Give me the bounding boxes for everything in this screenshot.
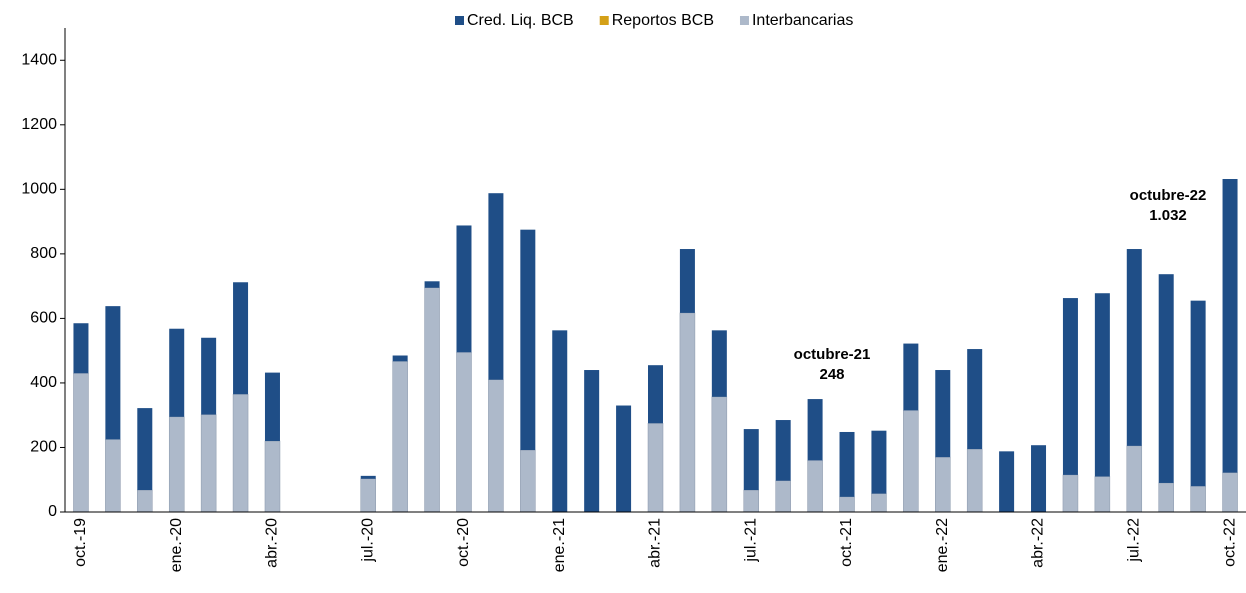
y-tick-label: 1400 [21, 51, 57, 68]
annotation: 248 [819, 366, 844, 383]
bar-segment [1222, 179, 1238, 473]
bar-segment [520, 229, 536, 451]
x-tick-label: ene.-22 [934, 518, 951, 572]
bar-segment [488, 193, 504, 380]
bar-segment [839, 431, 855, 497]
bar-segment [424, 287, 440, 513]
legend-swatch [739, 16, 749, 25]
x-tick-label: jul.-21 [742, 518, 759, 563]
y-tick-label: 1200 [21, 116, 57, 133]
bar-segment [200, 414, 217, 513]
x-tick-label: oct.-19 [72, 518, 89, 567]
bar-segment [775, 480, 791, 513]
y-tick-label: 800 [30, 245, 57, 262]
bar-segment [232, 393, 249, 513]
legend-label: Cred. Liq. BCB [467, 12, 574, 29]
bar-segment [711, 330, 727, 397]
x-tick-label: jul.-20 [359, 518, 376, 563]
y-tick-label: 200 [30, 439, 57, 456]
bar-segment [73, 323, 89, 374]
bar-segment [903, 343, 919, 411]
bar-segment [1190, 300, 1206, 487]
bar-segment [935, 370, 951, 458]
y-tick-label: 400 [30, 374, 57, 391]
bar-segment [648, 365, 663, 424]
bar-segment [1031, 445, 1047, 512]
bar-segment [1094, 476, 1111, 513]
bar-segment [1158, 482, 1174, 513]
bar-segment [456, 225, 472, 353]
bar-segment [264, 372, 280, 442]
bar-segment [807, 460, 823, 513]
bar-segment [1222, 472, 1238, 513]
bar-segment [679, 249, 695, 313]
legend-swatch [599, 16, 609, 25]
bar-segment [105, 306, 121, 440]
bar-segment [1062, 474, 1079, 513]
bar-segment [743, 429, 759, 491]
legend-label: Reportos BCB [612, 12, 714, 29]
bar-segment [1126, 445, 1143, 513]
bar-segment [552, 330, 568, 512]
x-tick-label: abr.-20 [264, 518, 281, 568]
bar-segment [488, 379, 504, 513]
bar-segment [392, 355, 408, 362]
bar-segment [967, 349, 983, 450]
bar-segment [1190, 485, 1206, 513]
bar-segment [264, 440, 281, 513]
x-tick-label: oct.-22 [1221, 518, 1238, 567]
bar-segment [935, 456, 951, 513]
bar-segment [647, 423, 664, 513]
bar-segment [168, 416, 185, 513]
bar-segment [456, 352, 472, 513]
annotation: 1.032 [1149, 207, 1187, 224]
bar-segment [839, 496, 855, 513]
bar-segment [392, 361, 408, 513]
legend-swatch [455, 16, 464, 25]
bar-segment [360, 478, 376, 513]
bar-segment [775, 420, 791, 481]
annotation: octubre-21 [794, 346, 871, 363]
bar-segment [1094, 293, 1110, 477]
bar-segment [871, 430, 887, 494]
y-tick-label: 600 [30, 310, 57, 327]
bar-segment [679, 312, 696, 513]
bar-segment [1126, 249, 1142, 446]
bar-segment [424, 281, 440, 288]
x-tick-label: abr.-22 [1030, 518, 1047, 568]
y-tick-label: 1000 [21, 181, 57, 198]
x-tick-label: abr.-21 [647, 518, 664, 568]
bar-segment [1062, 298, 1078, 475]
bar-segment [137, 489, 153, 513]
bar-segment [966, 448, 983, 513]
y-tick-label: 0 [48, 503, 57, 520]
bar-segment [807, 399, 823, 461]
x-tick-label: ene.-21 [551, 518, 568, 572]
bar-segment [999, 451, 1015, 512]
bar-segment [616, 405, 632, 512]
bar-segment [73, 373, 89, 513]
legend-label: Interbancarias [752, 12, 853, 29]
bar-segment [584, 370, 600, 512]
bar-segment [360, 475, 376, 479]
annotation: octubre-22 [1130, 187, 1207, 204]
bar-segment [137, 408, 153, 491]
bar-segment [520, 449, 536, 513]
bar-segment [1158, 274, 1174, 483]
bar-segment [743, 489, 760, 513]
x-tick-label: jul.-22 [1126, 518, 1143, 563]
x-tick-label: ene.-20 [168, 518, 185, 572]
bar-segment [711, 396, 728, 513]
bar-segment [233, 282, 249, 395]
bar-segment [201, 337, 217, 415]
bar-segment [871, 493, 887, 513]
bar-segment [903, 410, 919, 513]
bar-segment [169, 328, 185, 417]
x-tick-label: oct.-21 [838, 518, 855, 567]
bar-segment [105, 439, 121, 513]
x-tick-label: oct.-20 [455, 518, 472, 567]
